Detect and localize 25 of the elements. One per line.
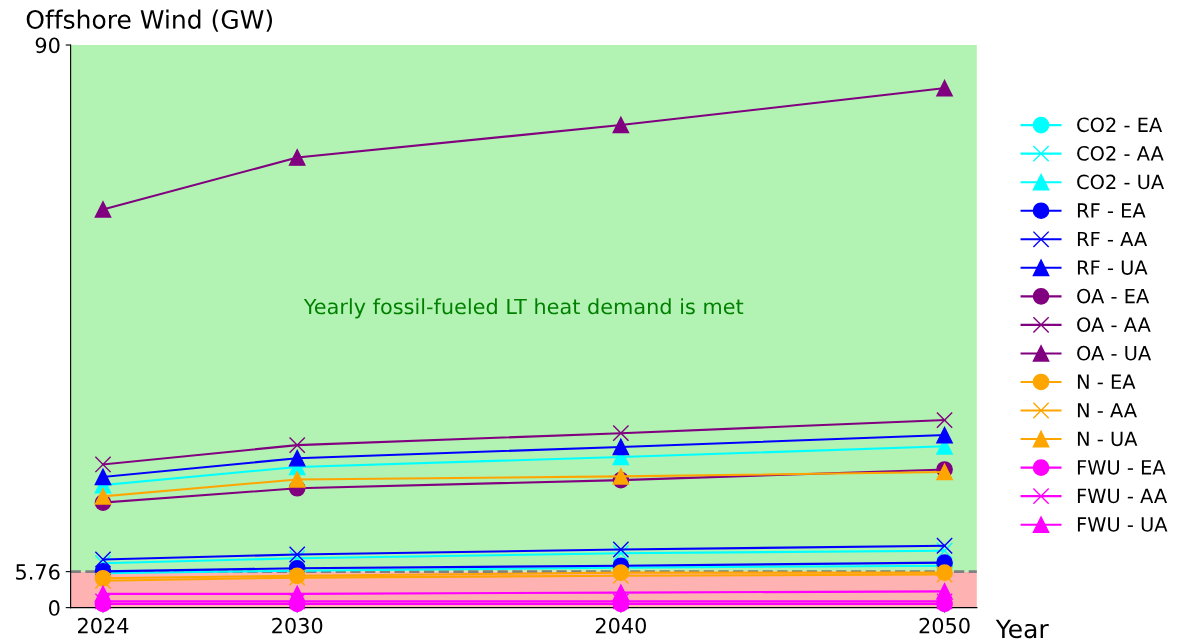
legend-label: CO2 - UA	[1077, 174, 1165, 190]
legend-label: FWU - AA	[1077, 488, 1168, 504]
legend-label: RF - UA	[1077, 260, 1148, 275]
legend-label: OA - AA	[1077, 317, 1151, 332]
y-tick-label: 90	[35, 37, 60, 54]
legend-label: OA - UA	[1077, 345, 1152, 361]
legend-label: OA - EA	[1077, 288, 1150, 304]
band-label: Yearly fossil-fueled LT heat demand is met	[303, 298, 744, 319]
legend-label: RF - EA	[1077, 203, 1146, 218]
x-tick-label: 2024	[78, 617, 129, 634]
legend-label: N - EA	[1077, 374, 1136, 389]
legend-label: N - UA	[1077, 431, 1138, 447]
legend-label: N - AA	[1077, 403, 1137, 418]
y-axis-title: Offshore Wind (GW)	[26, 9, 273, 32]
y-tick-label: 5.76	[16, 564, 60, 580]
x-tick-label: 2050	[919, 617, 970, 634]
y-tick-label: 0	[49, 600, 60, 616]
legend-label: FWU - EA	[1077, 460, 1166, 475]
legend-label: FWU - UA	[1077, 517, 1168, 532]
x-axis-title: Year	[995, 619, 1049, 639]
legend-label: CO2 - EA	[1077, 117, 1163, 133]
x-tick-label: 2030	[272, 617, 323, 634]
legend-label: RF - AA	[1077, 231, 1148, 247]
legend-label: CO2 - AA	[1077, 146, 1164, 161]
x-tick-label: 2040	[595, 617, 646, 634]
